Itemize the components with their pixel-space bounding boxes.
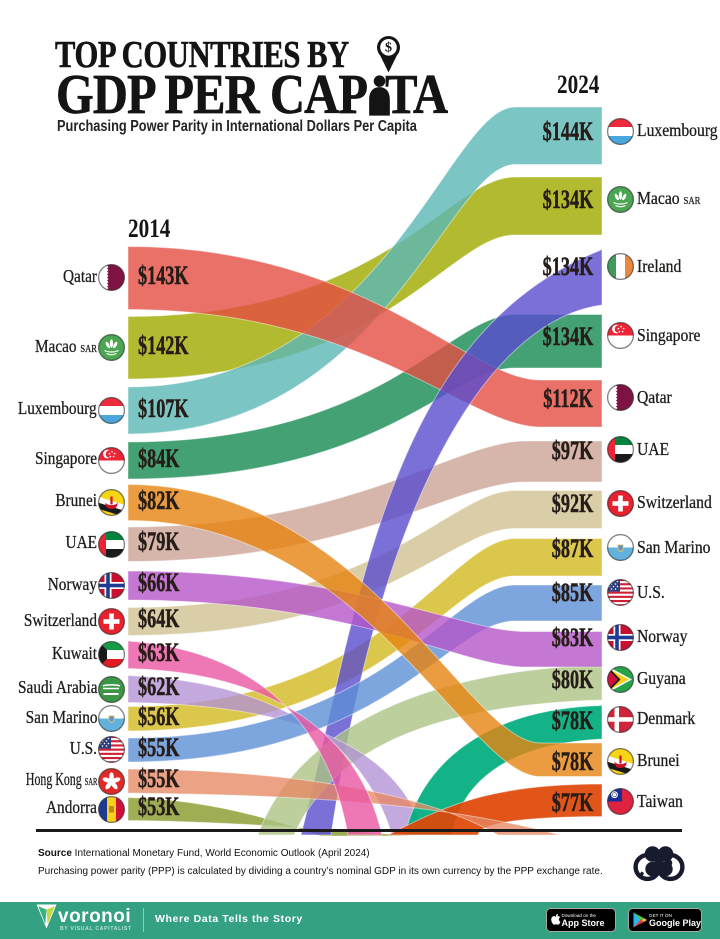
svg-text:Google Play: Google Play: [649, 918, 701, 928]
svg-text:App Store: App Store: [562, 918, 605, 928]
svg-text:Download on the: Download on the: [562, 913, 597, 918]
svg-text:GET IT ON: GET IT ON: [649, 913, 672, 918]
svg-text:$: $: [385, 41, 392, 56]
